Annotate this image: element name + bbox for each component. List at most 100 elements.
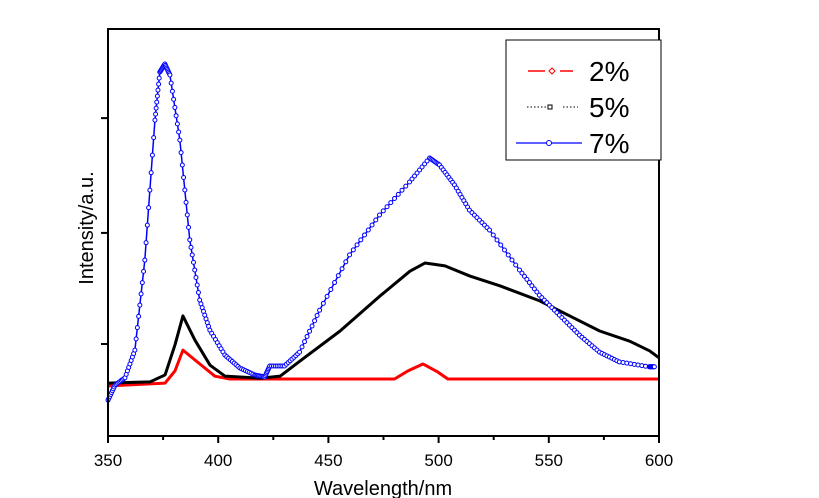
x-tick-label: 500 [424, 451, 452, 470]
data-point [168, 80, 174, 86]
series-5pct [107, 261, 660, 385]
series-line [107, 261, 660, 385]
data-point [189, 252, 195, 258]
data-point [194, 282, 200, 288]
data-point [513, 262, 519, 268]
data-point [531, 286, 537, 292]
data-point [332, 280, 338, 286]
data-point [407, 179, 413, 185]
data-point [373, 217, 379, 223]
data-point [651, 364, 657, 370]
data-point [176, 129, 182, 135]
legend-label: 7% [589, 128, 629, 159]
data-point [187, 237, 193, 243]
data-point [417, 167, 423, 173]
data-point [307, 328, 313, 334]
data-point [312, 318, 318, 324]
data-point [365, 227, 371, 233]
data-point [521, 273, 527, 279]
data-point [146, 205, 152, 211]
data-point [156, 81, 162, 87]
data-point [195, 290, 201, 296]
series-line [107, 348, 659, 388]
data-point [384, 204, 390, 210]
data-point [424, 158, 430, 164]
data-point [148, 170, 154, 176]
data-point [524, 276, 530, 282]
legend-item: 7% [516, 128, 629, 159]
data-point [414, 170, 420, 176]
legend: 2% 5% 7% [505, 39, 662, 161]
data-point [302, 339, 308, 345]
data-point [152, 117, 158, 123]
x-tick-label: 550 [535, 451, 563, 470]
data-point [380, 208, 386, 214]
data-point [136, 313, 142, 319]
data-point [174, 121, 180, 127]
data-point [184, 212, 190, 218]
axis-layer: 350 400 450 500 550 600 [94, 117, 673, 470]
data-point [388, 200, 394, 206]
data-point [186, 224, 192, 230]
data-point [343, 259, 349, 265]
data-point [167, 72, 173, 78]
legend-label: 5% [589, 92, 629, 123]
x-tick-label: 450 [314, 451, 342, 470]
diamond-marker-icon [548, 67, 556, 75]
data-point [133, 336, 139, 342]
data-point [153, 111, 159, 117]
data-point [509, 257, 515, 263]
data-point [138, 291, 144, 297]
data-point [516, 267, 522, 273]
data-point [147, 187, 153, 193]
data-point [188, 244, 194, 250]
data-point [143, 240, 149, 246]
data-point [501, 247, 507, 253]
data-point [141, 268, 147, 274]
data-point [519, 270, 525, 276]
data-point [347, 252, 353, 258]
data-point [403, 183, 409, 189]
data-point [314, 312, 320, 318]
data-point [153, 105, 159, 111]
data-point [304, 333, 310, 339]
data-point [498, 242, 504, 248]
data-point [144, 222, 150, 228]
data-point [173, 113, 179, 119]
data-point [395, 191, 401, 197]
data-point [529, 283, 535, 289]
data-point [358, 237, 364, 243]
data-point [412, 173, 418, 179]
data-point [183, 199, 189, 205]
series-2pct [107, 348, 659, 388]
data-point [177, 137, 183, 143]
data-point [297, 349, 303, 355]
y-axis-title: Intensity/a.u. [76, 171, 98, 284]
data-point [487, 227, 493, 233]
square-marker-icon [547, 104, 553, 110]
data-point [172, 105, 178, 111]
data-point [409, 176, 415, 182]
series-layer [105, 61, 660, 403]
data-point [155, 87, 161, 93]
data-point [142, 257, 148, 263]
data-point [392, 196, 398, 202]
data-point [154, 93, 160, 99]
circle-marker-icon [546, 140, 552, 146]
data-point [399, 187, 405, 193]
legend-item: 5% [527, 92, 629, 123]
data-point [494, 237, 500, 243]
x-axis-title: Wavelength/nm [314, 478, 452, 498]
legend-items: 2% 5% 7% [516, 56, 629, 159]
legend-item: 2% [528, 56, 629, 87]
data-point [324, 293, 330, 299]
x-tick-label: 400 [204, 451, 232, 470]
data-point [419, 164, 425, 170]
data-point [534, 289, 540, 295]
data-point [526, 280, 532, 286]
data-point [490, 232, 496, 238]
data-point [317, 307, 323, 313]
data-point [154, 99, 160, 105]
data-point [369, 222, 375, 228]
